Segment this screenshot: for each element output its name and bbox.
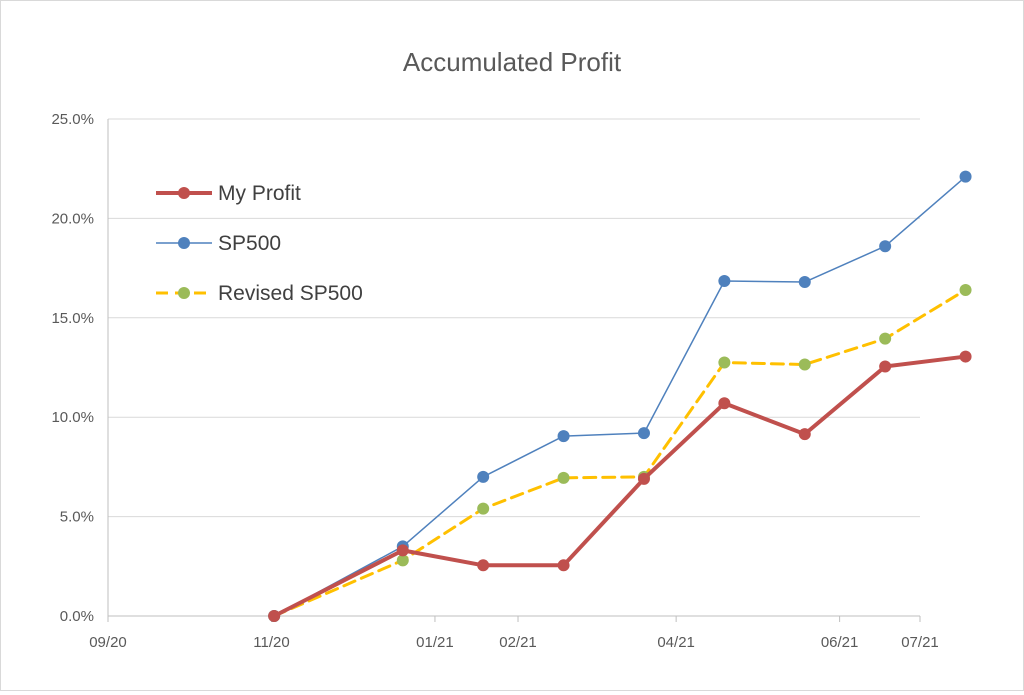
point-revised-sp500	[879, 332, 892, 345]
point-my-profit	[557, 559, 570, 572]
x-tick-label: 02/21	[499, 634, 537, 651]
series-lines	[268, 170, 972, 622]
point-my-profit	[959, 350, 972, 363]
point-my-profit	[477, 559, 490, 572]
x-tick-label: 09/20	[89, 634, 127, 651]
axes	[107, 119, 920, 617]
point-my-profit	[879, 360, 892, 373]
point-sp500	[879, 240, 892, 253]
legend-swatch-marker	[178, 187, 190, 199]
point-sp500	[718, 275, 731, 288]
x-tick-label: 07/21	[901, 634, 939, 651]
point-my-profit	[718, 397, 731, 410]
y-tick-label: 15.0%	[51, 310, 94, 327]
legend-swatch-marker	[178, 287, 190, 299]
legend-item-my-profit: My Profit	[156, 182, 301, 205]
legend-label: SP500	[218, 232, 281, 255]
series-line-sp500	[273, 175, 967, 617]
point-revised-sp500	[557, 471, 570, 484]
y-tick-label: 0.0%	[60, 608, 94, 625]
x-axis-ticks: 09/20 11/20 01/21 02/21 04/21 06/21 07/21	[89, 616, 939, 651]
point-my-profit	[637, 472, 650, 485]
point-revised-sp500	[477, 502, 490, 515]
point-revised-sp500	[718, 356, 731, 369]
point-sp500	[798, 276, 811, 289]
point-revised-sp500	[396, 554, 409, 567]
legend-swatch-marker	[178, 237, 190, 249]
point-revised-sp500	[798, 358, 811, 371]
point-sp500	[477, 470, 490, 483]
legend-item-sp500: SP500	[156, 232, 281, 255]
y-tick-label: 20.0%	[51, 210, 94, 227]
chart-title: Accumulated Profit	[403, 47, 622, 77]
point-sp500	[959, 170, 972, 183]
point-my-profit	[268, 610, 281, 622]
legend-item-revised-sp500: Revised SP500	[156, 282, 363, 305]
x-tick-label: 01/21	[416, 634, 454, 651]
point-revised-sp500	[959, 283, 972, 296]
point-my-profit	[396, 544, 409, 557]
legend-label: Revised SP500	[218, 282, 363, 305]
y-tick-label: 25.0%	[51, 111, 94, 128]
x-tick-label: 06/21	[821, 634, 859, 651]
legend: My Profit SP500 Revised SP500	[156, 182, 363, 305]
y-axis-ticks: 0.0% 5.0% 10.0% 15.0% 20.0% 25.0%	[51, 111, 94, 625]
x-tick-label: 04/21	[657, 634, 695, 651]
legend-label: My Profit	[218, 182, 301, 205]
series-line-revised-sp500	[272, 288, 968, 618]
x-tick-label: 11/20	[253, 634, 289, 651]
series-line-my-profit	[272, 354, 968, 618]
point-sp500	[557, 430, 570, 443]
y-tick-label: 10.0%	[51, 409, 94, 426]
point-sp500	[637, 427, 650, 440]
point-my-profit	[798, 428, 811, 441]
gridlines	[108, 118, 920, 518]
y-tick-label: 5.0%	[60, 509, 94, 526]
